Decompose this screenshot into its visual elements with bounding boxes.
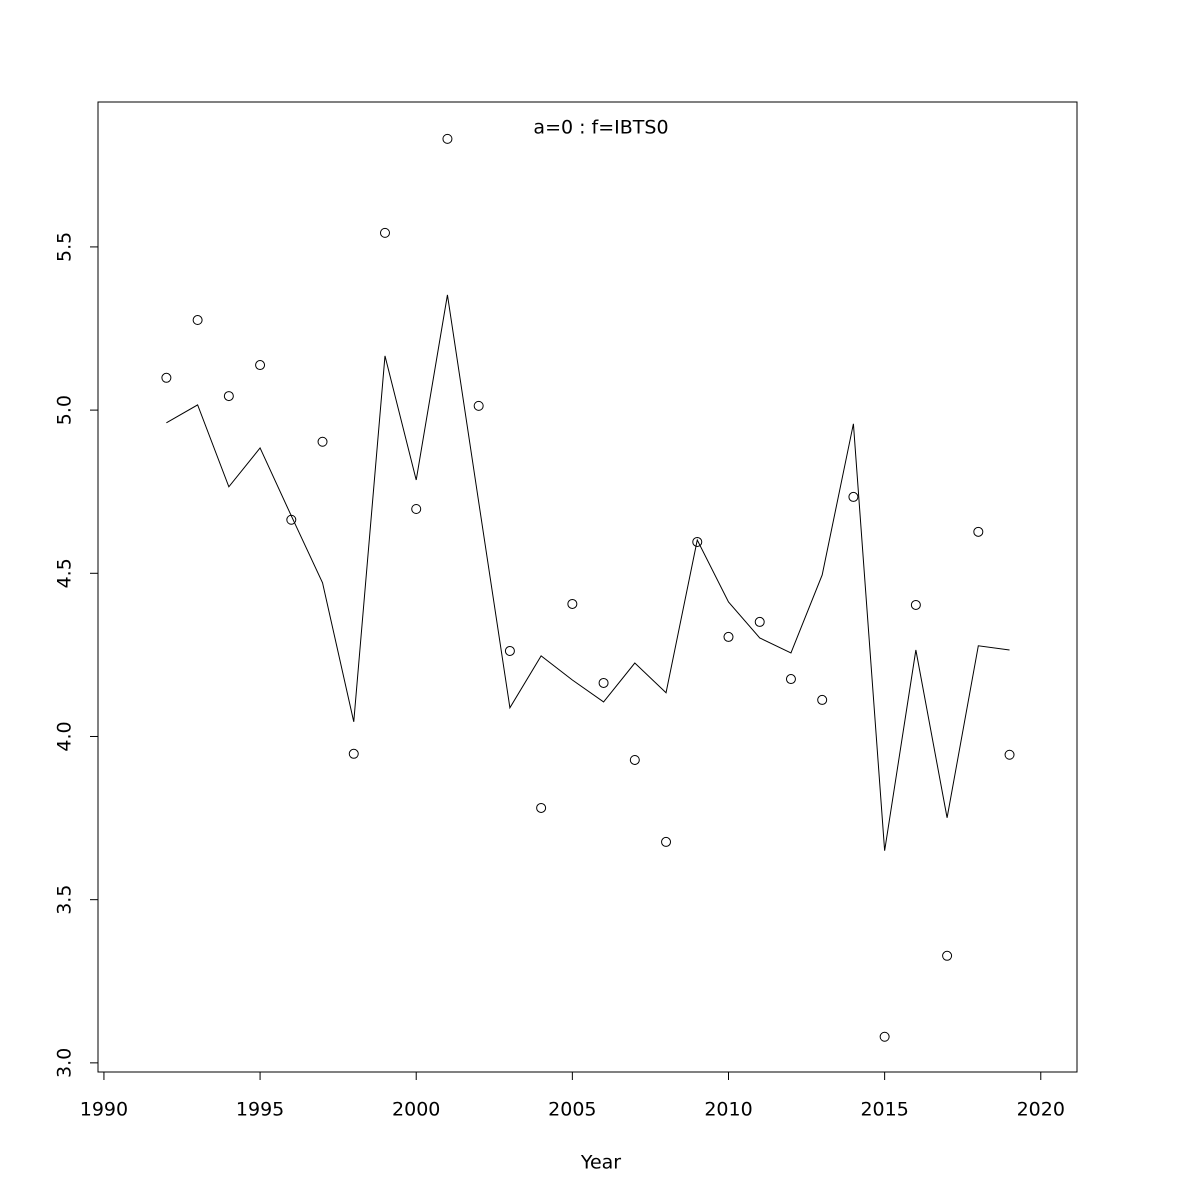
y-tick-label: 4.5 [54, 558, 76, 588]
data-point [567, 598, 578, 609]
data-point [379, 227, 390, 238]
data-point [598, 677, 609, 688]
data-point [785, 674, 796, 685]
data-point [192, 315, 203, 326]
data-point [536, 802, 547, 813]
y-tick-label: 3.0 [54, 1048, 76, 1078]
data-point [973, 526, 984, 537]
data-point [1004, 749, 1015, 760]
y-tick-label: 4.0 [54, 721, 76, 751]
y-tick-label: 5.0 [54, 395, 76, 425]
data-point [879, 1031, 890, 1042]
data-point [255, 360, 266, 371]
data-point [161, 372, 172, 383]
x-axis-label: Year [580, 1152, 621, 1174]
data-point [348, 748, 359, 759]
data-point [692, 536, 703, 547]
x-tick-label: 2015 [860, 1099, 908, 1121]
x-tick-label: 2005 [548, 1099, 596, 1121]
fitted-line [166, 294, 1010, 851]
data-point [629, 754, 640, 765]
data-point [504, 645, 515, 656]
x-tick-label: 2020 [1017, 1099, 1065, 1121]
data-point [723, 631, 734, 642]
data-point [473, 400, 484, 411]
data-point [661, 836, 672, 847]
data-point [942, 950, 953, 961]
y-tick-label: 5.5 [54, 232, 76, 262]
data-point [910, 599, 921, 610]
data-point [754, 616, 765, 627]
plot-frame [97, 101, 1078, 1073]
data-point [317, 436, 328, 447]
chart-title: a=0 : f=IBTS0 [533, 117, 668, 139]
x-tick-label: 1995 [236, 1099, 284, 1121]
data-point [442, 133, 453, 144]
data-point [817, 694, 828, 705]
x-tick-label: 2000 [392, 1099, 440, 1121]
y-tick-label: 3.5 [54, 885, 76, 915]
x-tick-label: 2010 [704, 1099, 752, 1121]
data-point [848, 491, 859, 502]
x-tick-label: 1990 [80, 1099, 128, 1121]
data-point [411, 503, 422, 514]
data-point [223, 391, 234, 402]
